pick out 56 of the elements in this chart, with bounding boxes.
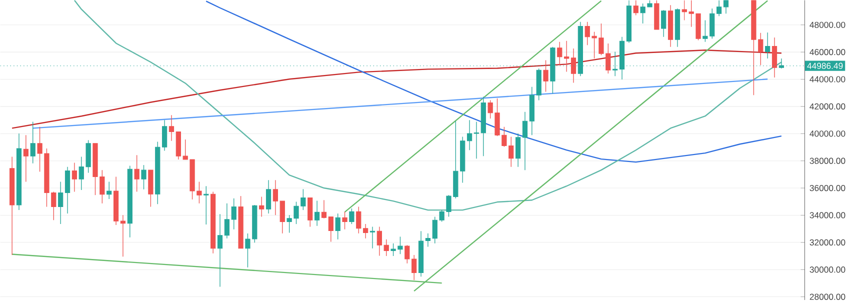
candlestick (58, 181, 64, 224)
candlestick (474, 121, 480, 159)
candlestick (321, 200, 327, 219)
candlestick (204, 186, 209, 225)
candlestick (231, 198, 236, 230)
candlestick (772, 37, 778, 78)
y-tick-label: 48000.00 (810, 22, 846, 28)
candlestick (363, 224, 368, 239)
candlestick (72, 162, 78, 192)
candlestick (168, 114, 174, 142)
candlestick (522, 111, 528, 170)
candlestick (162, 120, 168, 151)
candlestick (370, 226, 376, 249)
candlestick (466, 120, 472, 150)
line-series (11, 49, 782, 129)
candlestick (120, 214, 126, 257)
candlestick (342, 211, 348, 230)
candlestick (23, 134, 28, 182)
candlestick (217, 214, 223, 287)
candlestick (356, 206, 362, 234)
candlestick (515, 133, 521, 168)
y-tick-label: 40000.00 (810, 130, 846, 137)
candlestick (543, 60, 548, 92)
y-tick-label: 42000.00 (810, 103, 846, 110)
y-tick-label: 32000.00 (810, 239, 846, 246)
line-series (74, 0, 782, 211)
y-tick-label: 28000.00 (810, 294, 846, 300)
y-tick-label: 30000.00 (810, 266, 846, 273)
candlestick (765, 32, 770, 59)
candlestick (661, 10, 666, 38)
candlestick (335, 212, 340, 240)
candlestick (266, 180, 272, 214)
candlestick (349, 208, 354, 224)
candlestick (425, 232, 430, 247)
candlestick (570, 48, 576, 83)
y-tick-label: 34000.00 (810, 212, 846, 218)
candlestick (280, 200, 285, 234)
candlestick (633, 0, 638, 16)
candlestick (272, 180, 278, 216)
y-tick-label: 36000.00 (810, 184, 846, 191)
line-series (206, 0, 782, 163)
candlestick (106, 181, 112, 200)
candlestick (224, 202, 230, 239)
candlestick (64, 166, 70, 214)
candlestick (314, 200, 320, 226)
candlestick (328, 216, 334, 242)
y-tick-label: 46000.00 (810, 48, 846, 55)
y-tick-label: 44000.00 (810, 76, 846, 82)
ref-line-label: 44986.49 (807, 62, 843, 69)
candlestick (716, 0, 722, 16)
y-tick-label: 38000.00 (810, 158, 846, 164)
candlestick (30, 121, 36, 164)
candlestick (141, 164, 146, 190)
candlestick (259, 196, 264, 217)
candlestick (134, 154, 140, 192)
candlestick (308, 197, 313, 227)
